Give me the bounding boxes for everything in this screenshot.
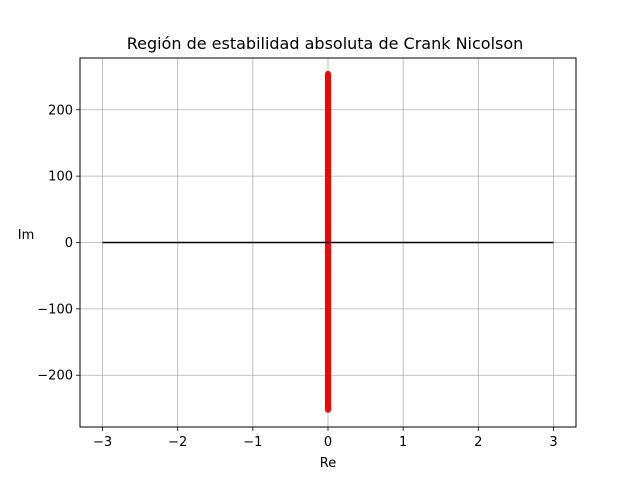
x-tick-label: −3 — [93, 435, 112, 450]
y-tick-label: 100 — [48, 170, 73, 185]
x-tick-label: 2 — [474, 435, 482, 450]
x-tick-label: −1 — [243, 435, 262, 450]
x-axis-label: Re — [320, 456, 336, 471]
tick-layer: −3 −2 −1 0 1 2 3 −200 −100 0 100 200 — [37, 103, 557, 450]
x-tick-label: 3 — [549, 435, 557, 450]
chart-title: Región de estabilidad absoluta de Crank … — [127, 34, 524, 53]
y-tick-label: 200 — [48, 103, 73, 118]
y-axis-label: Im — [18, 228, 35, 243]
y-tick-label: −200 — [37, 369, 73, 384]
series-layer — [102, 70, 554, 413]
y-tick-label: 0 — [65, 236, 73, 251]
y-tick-label: −100 — [37, 302, 73, 317]
x-tick-label: 1 — [399, 435, 407, 450]
x-tick-label: −2 — [168, 435, 187, 450]
x-tick-label: 0 — [324, 435, 332, 450]
